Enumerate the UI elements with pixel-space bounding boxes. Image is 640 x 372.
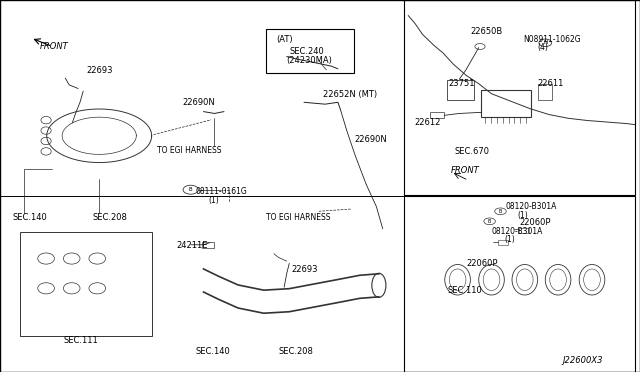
Text: (1): (1) [208, 196, 219, 205]
Text: 08111-0161G: 08111-0161G [195, 187, 247, 196]
Text: 22693: 22693 [86, 66, 113, 75]
Bar [447, 80, 474, 100]
Text: (4): (4) [538, 43, 548, 52]
Text: 22611: 22611 [538, 79, 564, 88]
Text: SEC.111: SEC.111 [64, 336, 99, 345]
Bar [266, 29, 354, 73]
Text: (1): (1) [517, 211, 528, 219]
Text: (AT): (AT) [276, 35, 293, 44]
Text: B: B [499, 209, 502, 214]
Text: 22693: 22693 [291, 265, 317, 274]
Text: TO EGI HARNESS: TO EGI HARNESS [157, 146, 221, 155]
Text: 22690N: 22690N [354, 135, 387, 144]
Text: SEC.208: SEC.208 [278, 347, 313, 356]
Text: 08120-B301A: 08120-B301A [506, 202, 557, 211]
Text: B: B [488, 219, 492, 224]
Bar [404, 196, 635, 372]
Text: TO EGI HARNESS: TO EGI HARNESS [266, 213, 330, 222]
Text: N08911-1062G: N08911-1062G [524, 35, 581, 44]
Text: 22060P: 22060P [520, 218, 551, 227]
Text: SEC.140: SEC.140 [13, 213, 47, 222]
Text: FRONT: FRONT [40, 42, 68, 51]
Bar [202, 242, 214, 248]
Text: FRONT: FRONT [451, 166, 480, 175]
Bar [481, 90, 531, 117]
Text: 22690N: 22690N [182, 98, 215, 107]
Text: J22600X3: J22600X3 [562, 356, 602, 365]
Text: 24211E: 24211E [176, 241, 207, 250]
Text: SEC.110: SEC.110 [448, 286, 483, 295]
Text: N: N [543, 40, 547, 45]
Bar [498, 240, 508, 245]
Text: 22652N (MT): 22652N (MT) [323, 90, 378, 99]
Text: SEC.140: SEC.140 [195, 347, 230, 356]
Bar [519, 228, 529, 232]
Text: (24230MA): (24230MA) [287, 56, 333, 65]
Text: 08120-B301A: 08120-B301A [492, 227, 543, 236]
Bar [538, 84, 552, 100]
Text: 23751: 23751 [448, 79, 474, 88]
Text: SEC.240: SEC.240 [289, 47, 324, 56]
Bar [20, 232, 152, 336]
Text: SEC.670: SEC.670 [454, 147, 490, 156]
Bar [430, 112, 444, 118]
Text: 22650B: 22650B [470, 27, 502, 36]
Text: 22060P: 22060P [466, 259, 497, 268]
Text: 22612: 22612 [415, 118, 441, 126]
Text: B: B [189, 187, 193, 192]
Text: SEC.208: SEC.208 [93, 213, 127, 222]
Bar [404, 0, 635, 195]
Text: (1): (1) [504, 235, 515, 244]
